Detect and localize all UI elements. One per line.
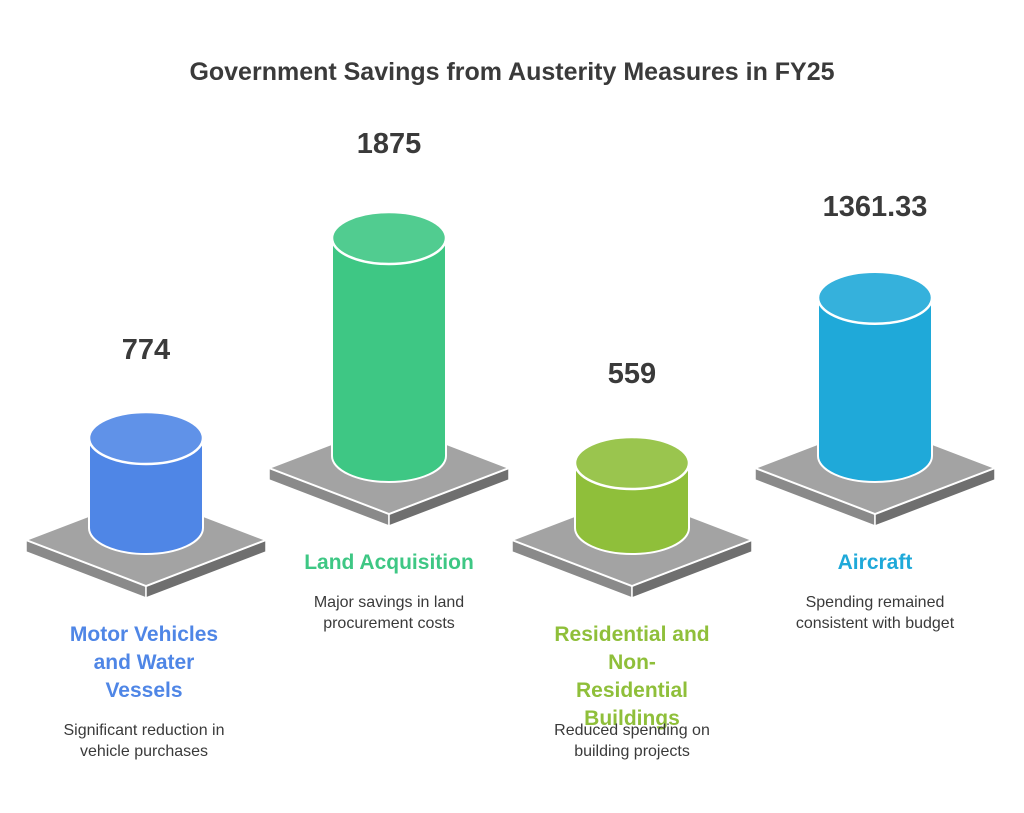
description-motor-vehicles: Significant reduction in vehicle purchas…	[63, 722, 225, 760]
description-aircraft: Spending remained consistent with budget	[795, 594, 955, 632]
bar-land-acquisition	[331, 237, 447, 483]
bar-top-aircraft	[816, 270, 934, 325]
category-label-aircraft: Aircraft	[837, 551, 913, 574]
chart-title: Government Savings from Austerity Measur…	[189, 58, 835, 86]
description-buildings: Reduced spending on building projects	[554, 722, 710, 760]
value-label-buildings: 559	[607, 358, 657, 390]
category-label-motor-vehicles: Motor Vehicles and Water Vessels	[69, 623, 219, 702]
bar-top-buildings	[573, 435, 691, 491]
bar-top-highlight-aircraft	[819, 272, 931, 323]
bar-motor-vehicles	[88, 437, 204, 555]
bar-top-highlight-buildings	[576, 438, 688, 489]
bar-top-highlight-motor-vehicles	[90, 413, 202, 464]
category-label-land-acquisition: Land Acquisition	[304, 551, 474, 574]
value-label-motor-vehicles: 774	[121, 334, 171, 366]
bar-aircraft	[817, 296, 933, 483]
description-land-acquisition: Major savings in land procurement costs	[313, 594, 465, 632]
bar-top-motor-vehicles	[87, 410, 205, 466]
bar-top-land-acquisition	[330, 210, 448, 266]
category-label-buildings: Residential and Non-Residential Building…	[554, 623, 710, 730]
value-label-land-acquisition: 1875	[356, 128, 422, 160]
value-label-aircraft: 1361.33	[822, 191, 928, 223]
bar-top-highlight-land-acquisition	[333, 213, 445, 263]
